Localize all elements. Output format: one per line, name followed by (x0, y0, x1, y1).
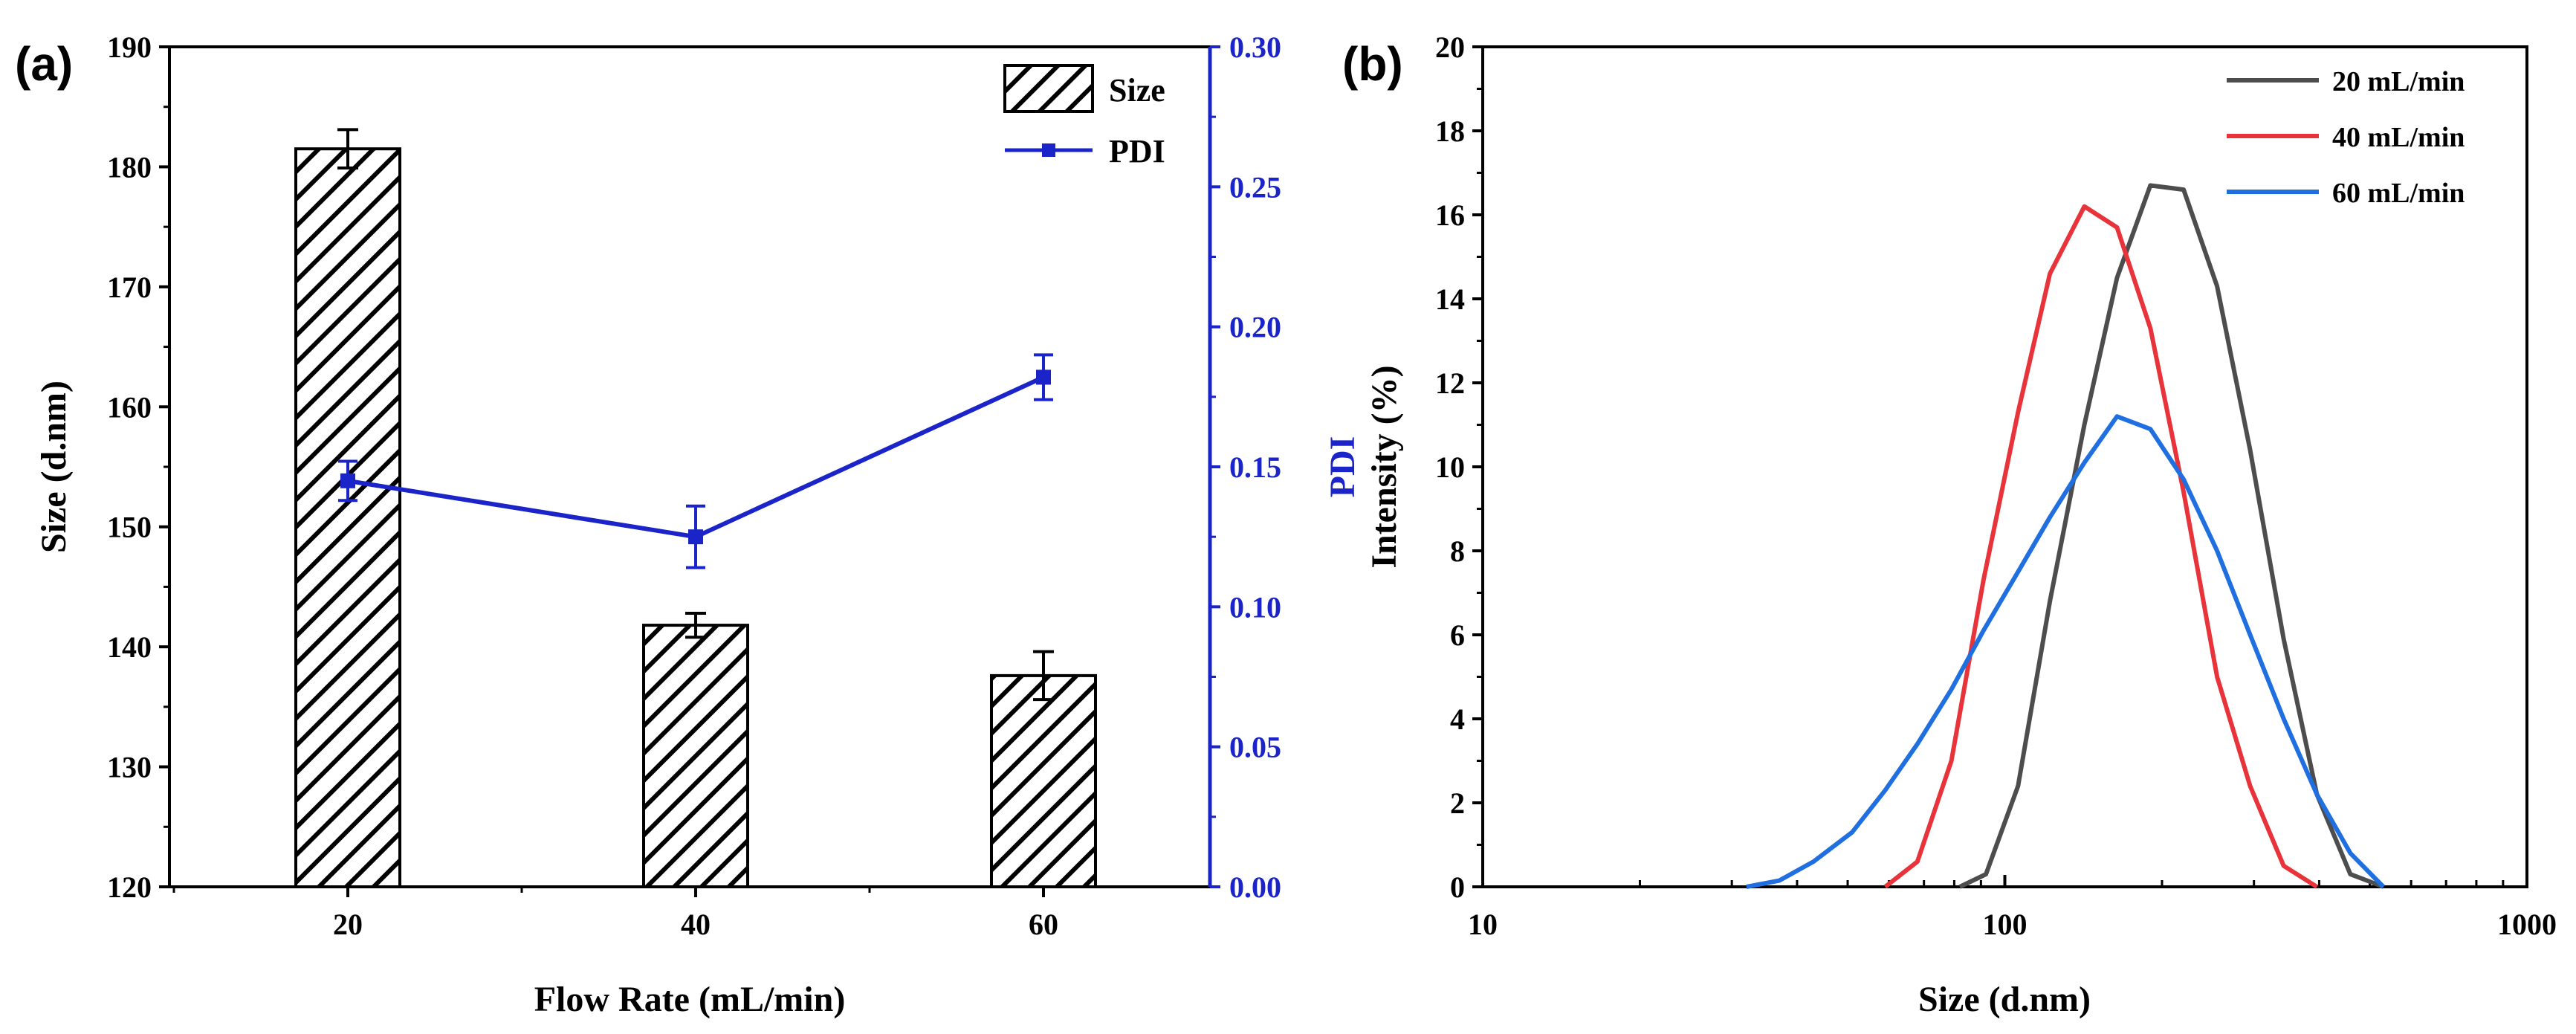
pdi-point (340, 473, 355, 488)
x-tick-label: 20 (333, 908, 363, 941)
panel-b-label: (b) (1342, 37, 1403, 91)
y-tick-label: 16 (1435, 198, 1465, 232)
y-tick-label: 120 (107, 870, 152, 904)
x-tick-label: 40 (681, 908, 711, 941)
legend-label-40: 40 mL/min (2332, 122, 2465, 153)
y-tick-label: 180 (107, 150, 152, 184)
panel-a-size-bars (294, 128, 1097, 889)
pdi-point (688, 529, 703, 545)
y-tick-label: 190 (107, 30, 152, 64)
intensity-curve (1883, 204, 2318, 889)
panel-a-left-axis-ticks: 120 130 140 150 160 170 180 190 (107, 30, 169, 904)
y-tick-label: 4 (1450, 702, 1465, 736)
y-tick-label: 0 (1450, 870, 1465, 904)
legend-label-pdi: PDI (1109, 133, 1165, 169)
y2-tick-label: 0.30 (1229, 30, 1281, 64)
panel-a-y-axis-title: Size (d.nm) (34, 381, 74, 553)
y-tick-label: 20 (1435, 30, 1465, 64)
panel-b-x-axis-title: Size (d.nm) (1918, 980, 2091, 1019)
legend-swatch-pdi-marker (1042, 143, 1055, 157)
panel-a-x-axis-title: Flow Rate (mL/min) (534, 980, 846, 1019)
panel-a-legend: Size PDI (1003, 64, 1165, 169)
panel-b-legend: 20 mL/min 40 mL/min 60 mL/min (2227, 66, 2465, 209)
intensity-curve (1958, 183, 2384, 889)
intensity-curve (1746, 414, 2386, 889)
size-bar (294, 147, 401, 888)
panel-a-right-axis-ticks: 0.00 0.05 0.10 0.15 0.20 0.25 0.30 (1210, 30, 1281, 904)
y2-tick-label: 0.25 (1229, 170, 1281, 204)
panel-a-pdi-line (338, 353, 1053, 569)
size-bar (990, 673, 1097, 889)
pdi-point (1036, 369, 1051, 385)
y-tick-label: 130 (107, 751, 152, 784)
y-tick-label: 10 (1435, 450, 1465, 484)
y2-tick-label: 0.05 (1229, 731, 1281, 764)
legend-label-20: 20 mL/min (2332, 66, 2465, 97)
panel-b-y-axis-ticks: 0 2 4 6 8 10 12 14 16 18 20 (1435, 30, 1483, 904)
panel-b: (b) 0 2 4 6 8 10 12 14 16 18 20 10 100 1000 Size (d.… (1342, 30, 2557, 1019)
panel-b-x-axis-ticks: 10 100 1000 (1468, 875, 2557, 941)
y2-tick-label: 0.20 (1229, 311, 1281, 344)
y-tick-label: 14 (1435, 282, 1465, 316)
y-tick-label: 12 (1435, 366, 1465, 400)
y-tick-label: 150 (107, 511, 152, 544)
y-tick-label: 160 (107, 390, 152, 424)
y-tick-label: 170 (107, 271, 152, 304)
y-tick-label: 140 (107, 630, 152, 664)
panel-b-curves (1746, 183, 2386, 889)
y-tick-label: 6 (1450, 618, 1465, 652)
x-tick-label: 60 (1029, 908, 1058, 941)
x-tick-label: 10 (1468, 908, 1498, 941)
panel-b-y-axis-title: Intensity (%) (1365, 365, 1404, 568)
x-tick-label: 100 (1983, 908, 2028, 941)
legend-label-60: 60 mL/min (2332, 178, 2465, 209)
legend-swatch-size (1003, 64, 1094, 113)
y-tick-label: 8 (1450, 534, 1465, 568)
panel-a-y2-axis-title: PDI (1323, 436, 1362, 498)
y2-tick-label: 0.15 (1229, 450, 1281, 484)
y-tick-label: 18 (1435, 114, 1465, 148)
x-tick-label: 1000 (2497, 908, 2557, 941)
panel-a-x-axis-ticks: 20 40 60 (172, 887, 1058, 941)
y-tick-label: 2 (1450, 786, 1465, 820)
panel-a-label: (a) (15, 37, 73, 91)
size-bar (642, 624, 749, 888)
legend-label-size: Size (1109, 72, 1165, 109)
y2-tick-label: 0.10 (1229, 590, 1281, 624)
y2-tick-label: 0.00 (1229, 870, 1281, 904)
panel-a: (a) 120 130 140 150 160 170 180 190 0.00 0.05 0.1… (15, 30, 1362, 1019)
